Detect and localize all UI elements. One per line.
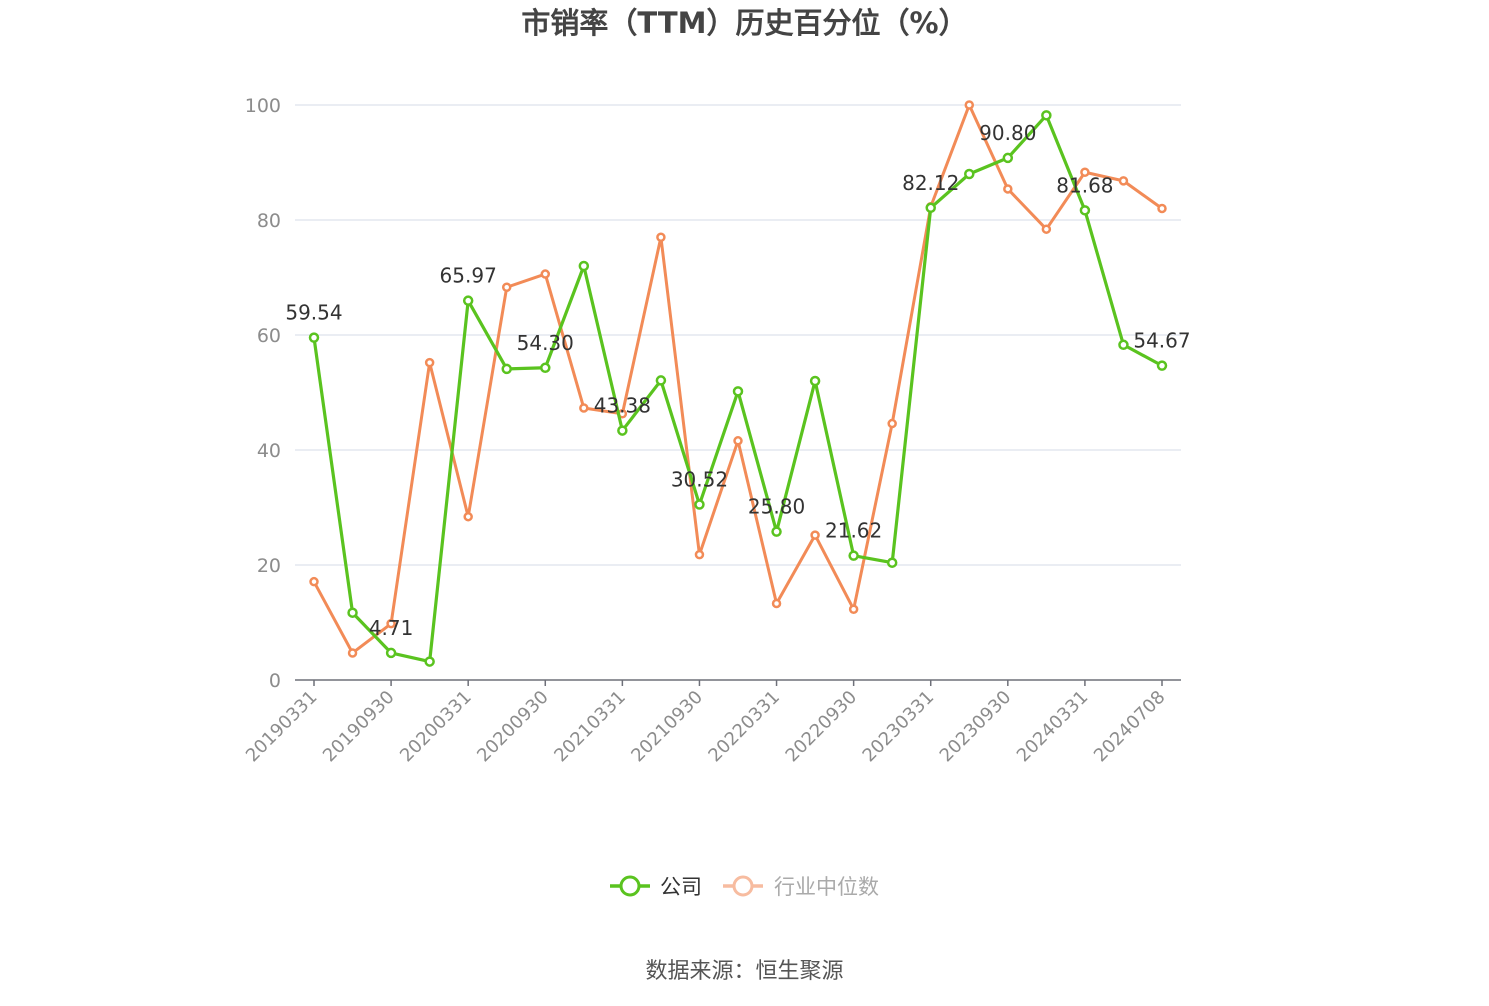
data-point	[501, 282, 512, 293]
data-point	[810, 530, 820, 540]
data-point	[1080, 167, 1090, 178]
data-label: 54.67	[1133, 329, 1190, 353]
data-point	[540, 269, 551, 279]
data-point	[771, 526, 782, 537]
data-label: 59.54	[285, 301, 342, 325]
legend-label: 行业中位数	[774, 875, 879, 899]
data-point	[1041, 224, 1052, 234]
data-point	[463, 511, 473, 522]
x-tick-label: 20220331	[704, 687, 784, 767]
y-tick-label: 20	[257, 555, 281, 577]
data-labels: 59.54 4.71 65.97 54.30 43.38 30.52 25.80 21.62 8…	[285, 121, 1190, 640]
data-point	[886, 557, 898, 568]
data-point	[347, 607, 358, 618]
data-point	[694, 549, 705, 560]
source-note: 数据来源：恒生聚源	[645, 959, 844, 984]
data-point	[964, 168, 975, 180]
data-label: 43.38	[594, 394, 651, 418]
data-label: 54.30	[517, 331, 574, 355]
data-point	[1002, 152, 1014, 164]
data-point	[501, 363, 512, 375]
data-point	[540, 362, 551, 374]
x-tick-label: 20200930	[473, 687, 553, 767]
x-tick-label: 20210331	[550, 687, 630, 767]
data-label: 30.52	[671, 468, 728, 492]
data-label: 25.80	[748, 495, 805, 519]
data-point	[809, 375, 821, 387]
legend-marker	[732, 875, 754, 897]
data-point	[347, 648, 358, 658]
x-tick-label: 20230930	[936, 687, 1016, 767]
data-label: 65.97	[440, 264, 497, 288]
data-point	[1156, 360, 1168, 371]
chart-title: 市销率（TTM）历史百分位（%）	[521, 6, 968, 40]
data-point	[424, 357, 435, 368]
legend-item-industry-median: 行业中位数	[723, 875, 879, 899]
x-tick-label: 20190930	[319, 687, 399, 767]
legend-label: 公司	[660, 875, 702, 899]
data-point	[732, 386, 744, 397]
x-tick-label: 20200331	[396, 687, 476, 767]
y-tick-label: 80	[257, 210, 281, 232]
y-tick-label: 0	[269, 670, 281, 692]
data-point	[964, 100, 975, 110]
data-label: 81.68	[1056, 173, 1113, 197]
y-tick-label: 60	[257, 325, 281, 347]
data-point	[1118, 339, 1129, 351]
legend-marker	[619, 875, 641, 897]
axes: 0 20 40 60 80 100 2019033120190930202003312020…	[242, 95, 1181, 766]
data-label: 21.62	[825, 519, 882, 543]
legend: 公司 行业中位数	[610, 875, 879, 899]
data-point	[733, 436, 743, 446]
data-point	[578, 260, 590, 272]
legend-item-company: 公司	[610, 875, 702, 899]
data-point	[1041, 110, 1052, 121]
data-point	[462, 295, 474, 306]
data-point	[1157, 203, 1167, 214]
series-company	[308, 110, 1168, 667]
y-tick-label: 100	[245, 95, 281, 117]
data-point	[309, 576, 319, 587]
data-point	[424, 656, 435, 667]
data-label: 82.12	[902, 171, 959, 195]
data-point	[694, 499, 705, 510]
data-point	[848, 604, 859, 615]
data-point	[771, 598, 782, 609]
x-tick-label: 20220930	[782, 687, 862, 767]
x-tick-label: 20190331	[242, 687, 322, 767]
data-point	[887, 418, 897, 429]
data-point	[925, 202, 936, 214]
x-tick-label: 20240331	[1013, 687, 1093, 767]
series-industry-median	[309, 100, 1167, 658]
data-point	[1079, 205, 1091, 216]
y-tick-label: 40	[257, 440, 281, 462]
x-tick-label: 20240708	[1090, 687, 1170, 767]
data-point	[656, 232, 666, 242]
data-point	[308, 332, 320, 343]
data-point	[1118, 176, 1129, 186]
data-label: 4.71	[369, 616, 414, 640]
data-point	[848, 550, 859, 561]
data-point	[655, 375, 667, 386]
series-layer	[308, 100, 1168, 667]
data-point	[385, 647, 397, 659]
data-point	[386, 618, 396, 629]
data-point	[579, 403, 589, 413]
x-tick-label: 20210930	[627, 687, 707, 767]
data-label: 90.80	[979, 121, 1036, 145]
grid-lines	[295, 104, 1181, 566]
data-point	[1003, 184, 1013, 194]
series-line	[312, 103, 1163, 655]
data-point	[617, 425, 628, 436]
x-tick-label: 20230331	[859, 687, 939, 767]
